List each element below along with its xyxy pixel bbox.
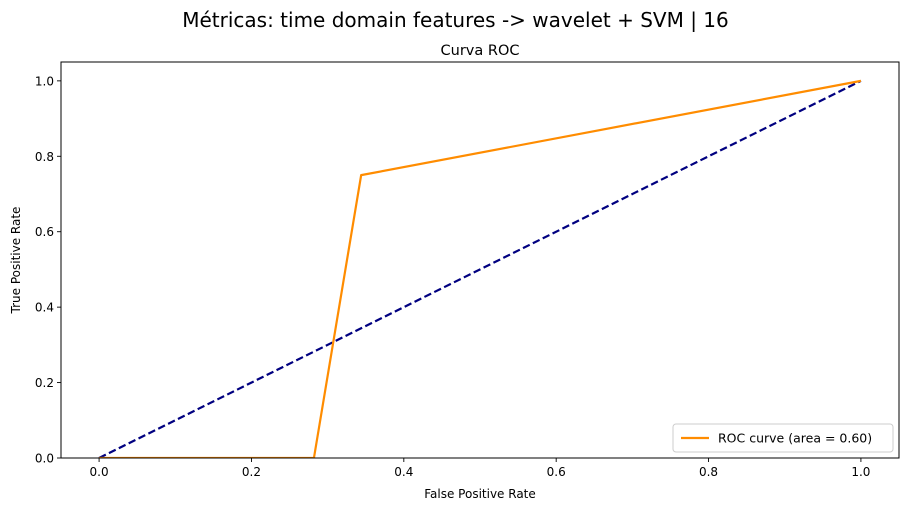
y-tick-label: 0.0	[35, 452, 54, 466]
x-tick-label: 0.6	[547, 465, 566, 479]
y-axis-label: True Positive Rate	[9, 207, 23, 315]
y-tick-label: 0.6	[35, 225, 54, 239]
y-tick-label: 0.8	[35, 150, 54, 164]
legend: ROC curve (area = 0.60)	[672, 423, 894, 453]
axis-ticks: 0.0 0.2 0.4 0.6 0.8 1.0 0.0 0.2 0.4 0.6 0.8 1.0	[35, 74, 871, 479]
x-tick-label: 0.4	[394, 465, 413, 479]
legend-label-roc-curve: ROC curve (area = 0.60)	[718, 431, 872, 446]
y-tick-label: 1.0	[35, 74, 54, 88]
y-tick-label: 0.2	[35, 376, 54, 390]
y-tick-label: 0.4	[35, 301, 54, 315]
figure-title: Métricas: time domain features -> wavele…	[182, 8, 729, 32]
chance-diagonal-line	[98, 79, 862, 458]
plot-area	[98, 79, 862, 458]
x-axis-label: False Positive Rate	[424, 487, 536, 501]
x-tick-label: 0.0	[90, 465, 109, 479]
roc-curve-line	[99, 79, 862, 458]
x-tick-label: 0.2	[242, 465, 261, 479]
x-tick-label: 0.8	[699, 465, 718, 479]
chart-title: Curva ROC	[441, 43, 520, 59]
legend-box	[672, 423, 894, 453]
x-tick-label: 1.0	[851, 465, 870, 479]
axes-frame	[60, 61, 900, 459]
